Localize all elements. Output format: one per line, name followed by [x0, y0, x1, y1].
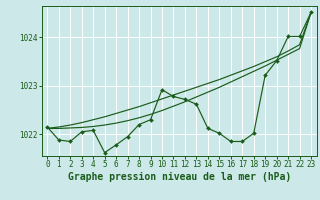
X-axis label: Graphe pression niveau de la mer (hPa): Graphe pression niveau de la mer (hPa)	[68, 172, 291, 182]
